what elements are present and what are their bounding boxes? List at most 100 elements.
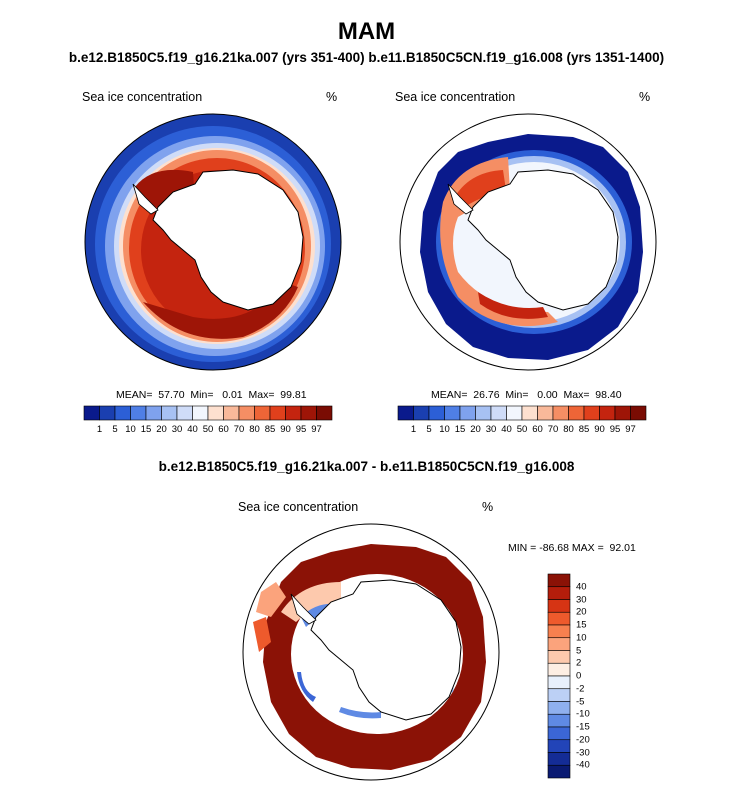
difference-colorbar-tick-label: 5	[576, 645, 582, 656]
right-variable-label: Sea ice concentration	[395, 90, 516, 104]
left-colorbar-tick-label: 80	[249, 424, 260, 435]
right-polar-map	[399, 113, 657, 371]
difference-colorbar-tick-label: 15	[576, 619, 587, 631]
difference-colorbar-tick-label: 30	[576, 594, 587, 605]
right-colorbar-box	[428, 405, 445, 421]
difference-colorbar-labels: 40 30 20 15 10 5 2 0 -2 -5 -10 -15 -20 -30 -40	[576, 574, 616, 778]
left-colorbar-box	[223, 405, 240, 421]
right-colorbar-box	[506, 405, 523, 421]
right-colorbar-box	[568, 405, 585, 421]
difference-colorbar-tick-label: 40	[576, 581, 587, 593]
right-colorbar-box	[630, 405, 647, 421]
left-colorbar-box	[192, 405, 209, 421]
difference-colorbar-tick-label: -20	[576, 734, 590, 746]
diff-units-label: %	[482, 500, 494, 514]
left-colorbar-tick-label: 30	[171, 424, 183, 435]
diff-stats: MIN = -86.68 MAX = 92.01	[508, 542, 636, 554]
difference-colorbar-tick-label: 2	[576, 657, 582, 669]
difference-title: b.e12.B1850C5.f19_g16.21ka.007 - b.e11.B…	[158, 459, 575, 474]
left-colorbar-box	[176, 405, 193, 421]
diff-variable-label: Sea ice concentration	[238, 500, 359, 514]
left-colorbar-tick-label: 15	[140, 424, 152, 435]
difference-colorbar-box	[547, 675, 571, 690]
left-colorbar-box	[83, 405, 100, 421]
right-colorbar-tick-label: 15	[454, 424, 466, 435]
right-colorbar-tick-label: 20	[470, 424, 481, 435]
right-colorbar-box	[459, 405, 476, 421]
difference-colorbar-box	[547, 599, 571, 613]
difference-colorbar-tick-label: -10	[576, 708, 590, 720]
difference-colorbar-tick-label: -5	[576, 696, 585, 707]
right-colorbar-box	[583, 405, 600, 421]
figure-subtitle: b.e12.B1850C5.f19_g16.21ka.007 (yrs 351-…	[68, 50, 665, 65]
left-colorbar-tick-label: 97	[311, 424, 322, 435]
right-colorbar	[397, 405, 647, 421]
left-units-label: %	[326, 90, 338, 104]
difference-colorbar-box	[547, 650, 571, 664]
right-colorbar-tick-label: 80	[563, 424, 574, 435]
left-colorbar-box	[285, 405, 302, 421]
left-colorbar-tick-label: 70	[233, 424, 245, 435]
antarctica-outline-diff	[310, 579, 462, 721]
right-colorbar-tick-label: 60	[532, 424, 543, 435]
left-variable-label: Sea ice concentration	[82, 90, 203, 104]
left-colorbar-labels: 1 5 10 15 20 30 40 50 60 70 80 85 90 95 97	[84, 424, 332, 436]
right-colorbar-tick-label: 95	[609, 424, 621, 435]
left-colorbar-tick-label: 1	[96, 424, 103, 435]
right-colorbar-box	[413, 405, 430, 421]
left-colorbar-tick-label: 50	[202, 424, 214, 435]
left-colorbar-box	[300, 405, 317, 421]
difference-colorbar-box	[547, 701, 571, 715]
right-colorbar-tick-label: 97	[625, 424, 636, 435]
difference-colorbar-tick-label: -15	[576, 721, 590, 733]
difference-colorbar-box	[547, 573, 571, 588]
left-colorbar-box	[99, 405, 116, 421]
antarctica-outline-right	[467, 169, 619, 311]
right-colorbar-box	[490, 405, 507, 421]
difference-colorbar-box	[547, 688, 571, 702]
left-colorbar-box	[130, 405, 147, 421]
right-colorbar-tick-label: 5	[426, 424, 432, 435]
difference-colorbar-tick-label: -2	[576, 683, 585, 695]
right-units-label: %	[639, 90, 651, 104]
left-colorbar-tick-label: 90	[280, 424, 291, 435]
left-colorbar-box	[207, 405, 224, 421]
right-colorbar-box	[552, 405, 569, 421]
difference-colorbar-tick-label: 0	[576, 670, 582, 682]
left-colorbar-box	[316, 405, 333, 421]
left-colorbar-tick-label: 40	[187, 424, 198, 435]
right-colorbar-tick-label: 70	[547, 424, 559, 435]
difference-colorbar-tick-label: 20	[576, 606, 587, 618]
right-colorbar-box	[475, 405, 492, 421]
right-colorbar-tick-label: 50	[516, 424, 528, 435]
difference-colorbar-tick-label: 10	[576, 632, 587, 644]
difference-colorbar-tick-label: -30	[576, 747, 590, 758]
right-colorbar-tick-label: 90	[594, 424, 605, 435]
right-colorbar-tick-label: 1	[410, 424, 417, 435]
left-colorbar-box	[161, 405, 178, 421]
difference-colorbar-box	[547, 739, 571, 753]
difference-colorbar-box	[547, 586, 571, 600]
left-colorbar-box	[114, 405, 131, 421]
difference-colorbar-tick-label: -40	[576, 759, 590, 771]
difference-polar-map	[242, 523, 500, 781]
left-colorbar-box	[269, 405, 286, 421]
left-colorbar	[83, 405, 333, 421]
difference-colorbar-box	[547, 713, 571, 728]
difference-colorbar-box	[547, 726, 571, 741]
difference-colorbar	[547, 573, 571, 779]
antarctica-outline-left	[152, 169, 304, 311]
left-colorbar-box	[145, 405, 162, 421]
left-polar-map	[84, 113, 342, 371]
left-stats: MEAN= 57.70 Min= 0.01 Max= 99.81	[116, 389, 307, 401]
right-colorbar-tick-label: 85	[578, 424, 590, 435]
right-colorbar-tick-label: 30	[485, 424, 497, 435]
left-colorbar-box	[254, 405, 271, 421]
right-stats: MEAN= 26.76 Min= 0.00 Max= 98.40	[431, 389, 622, 401]
right-colorbar-box	[599, 405, 616, 421]
difference-colorbar-box	[547, 752, 571, 766]
right-colorbar-tick-label: 10	[439, 424, 450, 435]
figure-title: MAM	[337, 18, 396, 45]
difference-colorbar-box	[547, 662, 571, 677]
right-colorbar-box	[537, 405, 554, 421]
